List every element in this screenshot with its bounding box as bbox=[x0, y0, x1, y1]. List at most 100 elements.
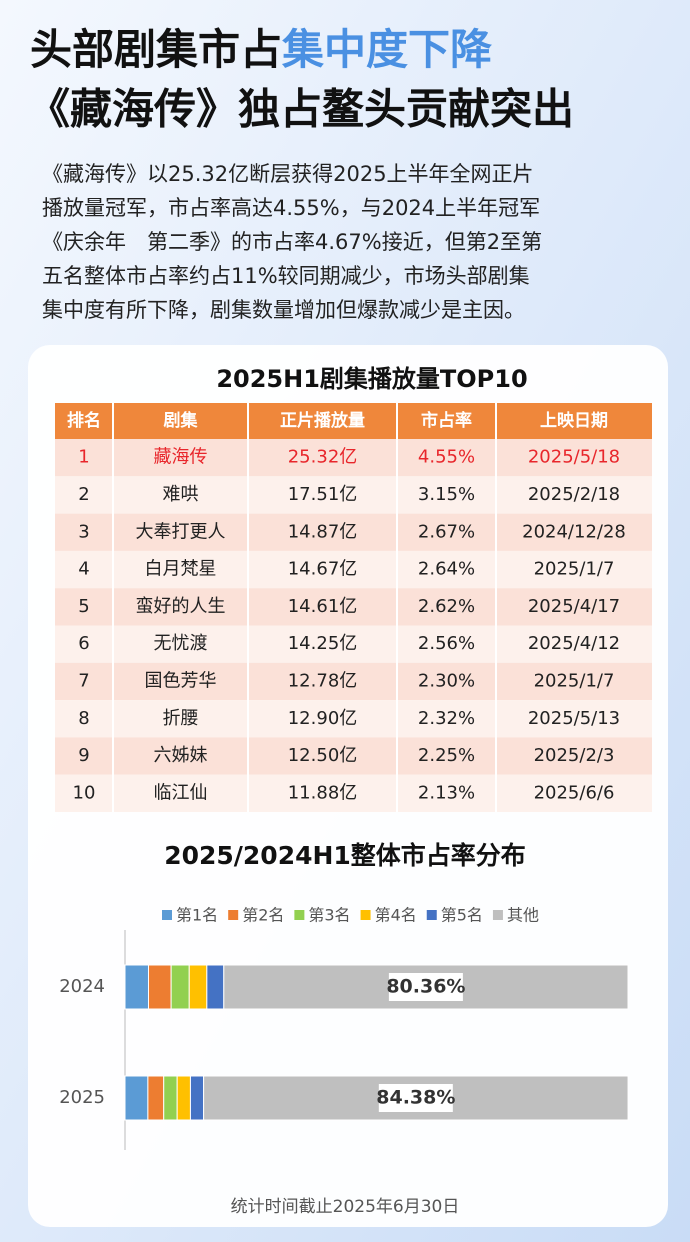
table-cell: 难哄 bbox=[163, 484, 199, 505]
table-cell: 六姊妹 bbox=[154, 745, 208, 766]
table-cell: 14.67亿 bbox=[288, 559, 358, 580]
table-row-bg bbox=[55, 513, 652, 551]
table-cell: 2.64% bbox=[418, 559, 475, 580]
table-cell: 7 bbox=[78, 670, 89, 691]
table-row-bg bbox=[55, 588, 652, 626]
table-cell: 12.90亿 bbox=[288, 708, 358, 729]
table-cell: 12.78亿 bbox=[288, 670, 358, 691]
value-label: 80.36% bbox=[386, 976, 465, 998]
column-header: 排名 bbox=[67, 410, 101, 431]
table-row-bg bbox=[55, 774, 652, 812]
legend-swatch bbox=[228, 910, 239, 920]
legend-swatch bbox=[492, 910, 503, 920]
bar-segment bbox=[176, 1075, 191, 1121]
table-cell: 12.50亿 bbox=[288, 745, 358, 766]
column-header: 剧集 bbox=[164, 410, 199, 431]
bar-segment bbox=[188, 964, 208, 1010]
table-cell: 2025/4/17 bbox=[528, 596, 620, 617]
table-cell: 2 bbox=[78, 484, 89, 505]
bar-segment bbox=[124, 964, 149, 1010]
table: 排名 剧集 正片播放量 市占率 上映日期 1 藏海传 25.32亿 4.55% 2025/5/18… bbox=[55, 403, 652, 812]
table-cell: 2.67% bbox=[418, 521, 475, 542]
table-cell: 4.55% bbox=[418, 447, 475, 468]
table-cell: 白月梵星 bbox=[145, 559, 217, 580]
y-tick-label: 2025 bbox=[59, 1087, 105, 1108]
bar-segment bbox=[189, 1075, 205, 1121]
paragraph-line: 集中度有所下降，剧集数量增加但爆款减少是主因。 bbox=[42, 298, 525, 322]
table-cell: 2.30% bbox=[418, 670, 475, 691]
table-cell: 14.61亿 bbox=[288, 596, 358, 617]
value-label-bg bbox=[378, 1084, 453, 1112]
legend-label: 第3名 bbox=[308, 906, 350, 925]
table-cell: 1 bbox=[78, 447, 89, 468]
table-row-bg bbox=[55, 550, 652, 589]
table-cell: 14.87亿 bbox=[288, 521, 358, 542]
legend-swatch bbox=[426, 910, 437, 920]
table-cell: 10 bbox=[73, 782, 96, 803]
legend-swatch bbox=[360, 910, 371, 920]
table-row-bg bbox=[55, 476, 652, 514]
table-cell: 2025/1/7 bbox=[534, 559, 615, 580]
table-cell: 3.15% bbox=[418, 484, 475, 505]
table-cell: 2.32% bbox=[418, 708, 475, 729]
table-cell: 25.32亿 bbox=[288, 447, 358, 468]
table-cell: 2025/6/6 bbox=[534, 782, 615, 803]
chart-title: 2025/2024H1整体市占率分布 bbox=[164, 841, 526, 870]
table-cell: 4 bbox=[78, 559, 89, 580]
bar-segment bbox=[124, 1075, 149, 1121]
paragraph-line: 播放量冠军，市占率高达4.55%，与2024上半年冠军 bbox=[42, 196, 540, 220]
table-cell: 5 bbox=[78, 596, 89, 617]
table-cell: 6 bbox=[78, 633, 89, 654]
table-cell: 2025/5/13 bbox=[528, 708, 620, 729]
title-line2: 《藏海传》独占鳌头贡献突出 bbox=[28, 85, 574, 134]
table-row-bg bbox=[55, 662, 652, 701]
bar-segment bbox=[206, 964, 225, 1010]
legend-swatch bbox=[294, 910, 305, 920]
table-cell: 9 bbox=[78, 745, 89, 766]
paragraph-line: 五名整体市占率约占11%较同期减少，市场头部剧集 bbox=[42, 264, 530, 288]
table-cell: 临江仙 bbox=[154, 782, 208, 803]
table-cell: 2024/12/28 bbox=[522, 521, 626, 542]
table-cell: 2.56% bbox=[418, 633, 475, 654]
legend-label: 第4名 bbox=[375, 906, 417, 925]
legend-label: 第5名 bbox=[441, 906, 483, 925]
table-cell: 2.25% bbox=[418, 745, 475, 766]
value-label-bg bbox=[388, 973, 463, 1001]
table-cell: 国色芳华 bbox=[145, 670, 217, 691]
table-cell: 14.25亿 bbox=[288, 633, 358, 654]
legend-label: 第1名 bbox=[176, 906, 218, 925]
bar-segment bbox=[170, 964, 190, 1010]
chart: 第1名 第2名 第3名 第4名 第5名 其他 2024 80.36% 2025 84.38% bbox=[59, 906, 629, 1150]
table-row-bg bbox=[55, 737, 652, 775]
bar-segment bbox=[163, 1075, 178, 1121]
paragraph-line: 《庆余年 第二季》的市占率4.67%接近，但第2至第 bbox=[42, 230, 542, 254]
table-cell: 2025/1/7 bbox=[534, 670, 615, 691]
table-row-bg bbox=[55, 700, 652, 738]
legend-label: 第2名 bbox=[242, 906, 284, 925]
table-header-bg bbox=[55, 403, 652, 439]
table-cell: 大奉打更人 bbox=[136, 521, 226, 542]
bar-segment bbox=[147, 1075, 165, 1121]
table-cell: 无忧渡 bbox=[154, 633, 208, 654]
legend-swatch bbox=[162, 910, 172, 920]
column-header: 上映日期 bbox=[540, 410, 608, 431]
table-title: 2025H1剧集播放量TOP10 bbox=[216, 365, 527, 393]
table-cell: 2025/5/18 bbox=[528, 447, 620, 468]
footer: 统计时间截止2025年6月30日 bbox=[231, 1197, 460, 1217]
table-cell: 17.51亿 bbox=[288, 484, 358, 505]
table-cell: 蛮好的人生 bbox=[136, 596, 226, 617]
column-header: 市占率 bbox=[421, 410, 472, 431]
table-cell: 折腰 bbox=[163, 708, 199, 729]
legend-label: 其他 bbox=[507, 906, 539, 925]
paragraph-line: 《藏海传》以25.32亿断层获得2025上半年全网正片 bbox=[42, 162, 534, 186]
table-cell: 2.13% bbox=[418, 782, 475, 803]
table-cell: 2.62% bbox=[418, 596, 475, 617]
column-header: 正片播放量 bbox=[280, 410, 365, 431]
table-cell: 2025/2/3 bbox=[534, 745, 615, 766]
table-row-bg bbox=[55, 439, 652, 477]
table-row-bg bbox=[55, 625, 652, 663]
table-cell: 2025/4/12 bbox=[528, 633, 620, 654]
table-cell: 3 bbox=[78, 521, 89, 542]
table-cell: 8 bbox=[78, 708, 89, 729]
